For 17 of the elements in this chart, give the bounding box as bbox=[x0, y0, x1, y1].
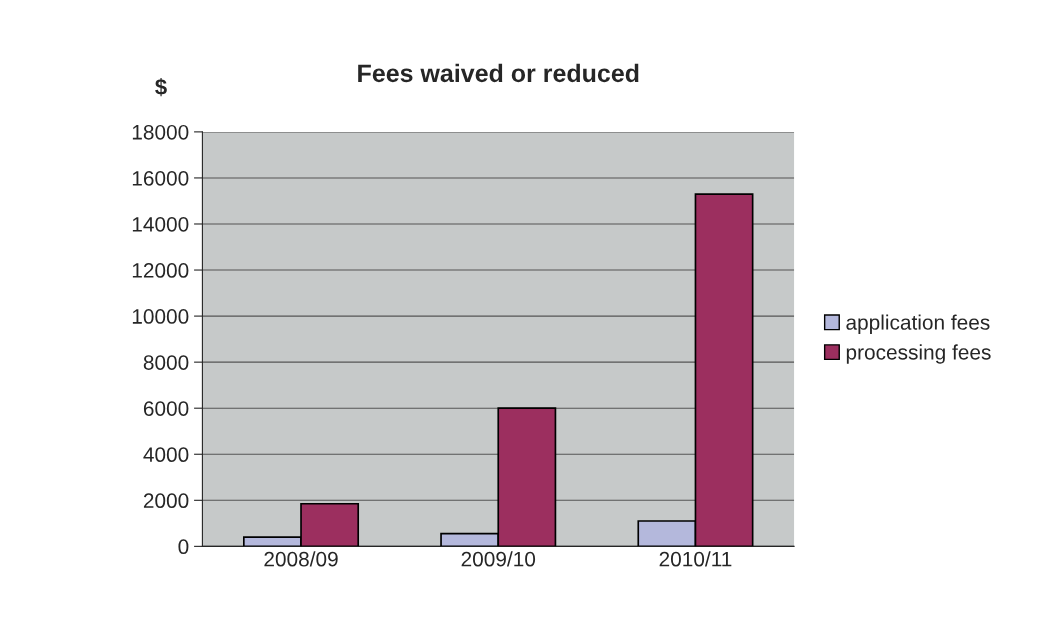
y-tick-label: 2000 bbox=[143, 493, 189, 509]
y-tick-label: 10000 bbox=[132, 309, 189, 324]
x-tick-label: 2010/11 bbox=[659, 551, 732, 567]
y-tick-label: 14000 bbox=[132, 216, 189, 232]
y-tick-label: 6000 bbox=[143, 401, 189, 416]
y-tick-label: 4000 bbox=[143, 447, 189, 463]
x-tick-label: 2009/10 bbox=[461, 551, 536, 567]
chart-title: Fees waived or reduced bbox=[358, 63, 639, 83]
y-tick-label: 8000 bbox=[143, 355, 189, 370]
y-axis-title: $ bbox=[155, 78, 167, 97]
y-tick-label: 12000 bbox=[132, 263, 189, 278]
y-tick-label: 0 bbox=[178, 539, 189, 555]
y-tick-label: 18000 bbox=[132, 124, 189, 140]
legend-label: processing fees bbox=[846, 344, 991, 364]
legend-label: application fees bbox=[846, 314, 990, 334]
x-tick-label: 2008/09 bbox=[264, 551, 338, 567]
y-tick-label: 16000 bbox=[132, 170, 189, 186]
